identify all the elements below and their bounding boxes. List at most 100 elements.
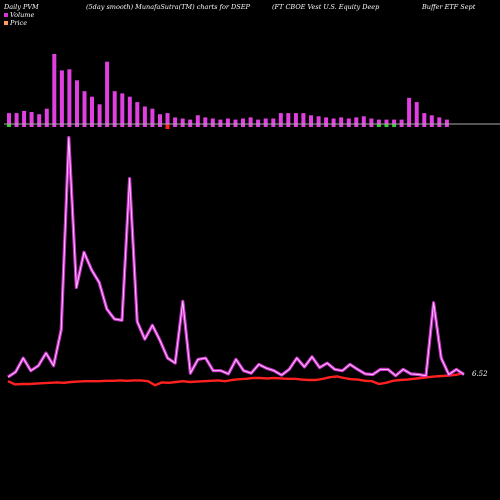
volume-bar-marker [37,124,42,127]
volume-bar-marker [384,124,389,127]
volume-bar [399,119,404,124]
volume-bar [165,113,170,124]
volume-bar [293,113,298,124]
volume-bar-marker [14,124,19,127]
volume-bar [52,54,57,124]
volume-bar-marker [263,124,268,127]
volume-bar-marker [127,124,132,127]
volume-bar [392,119,397,124]
legend-price: Price [4,19,27,27]
pvm-line-highlight [7,137,465,378]
volume-bar-marker [90,124,94,127]
price-series [7,372,464,387]
volume-bar [369,118,374,124]
volume-bar [346,118,351,124]
volume-bar [112,91,117,124]
volume-bar [316,116,321,124]
volume-bar-marker [142,124,147,127]
volume-bar [376,119,381,124]
volume-bar-marker [422,124,427,127]
volume-bar-marker [369,124,374,127]
volume-bar-marker [256,124,261,127]
volume-bar [150,108,155,124]
volume-bar [339,117,344,124]
volume-bar-marker [331,124,336,127]
volume-bar [22,110,27,124]
volume-bar-marker [339,124,344,127]
volume-bar [59,70,64,124]
volume-bar-marker [392,124,397,127]
header-title-2: (5day smooth) MunafaSutra(TM) charts for… [86,3,250,11]
volume-bar [248,117,253,124]
volume-bar-marker [188,124,193,127]
volume-bar-marker [293,124,298,127]
volume-bar-marker [97,124,102,127]
volume-bar-marker [67,124,72,127]
pvm-line [7,136,465,379]
volume-bar [75,80,79,125]
volume-bar [158,114,162,124]
header-title-4: Buffer ETF Sept [422,3,476,11]
volume-bar [67,69,72,124]
volume-bar [407,97,412,125]
volume-bar [203,117,208,124]
volume-bar [309,115,313,125]
volume-bar [173,117,178,124]
header-title-1: Daily PVM [4,3,39,11]
volume-bar-marker [376,124,381,127]
volume-bar-marker [361,124,366,127]
volume-bar-marker [120,124,125,127]
volume-bar [233,119,238,124]
volume-bar-marker [59,124,64,127]
volume-bar-marker [271,124,276,127]
volume-bar [271,118,276,124]
volume-bar [354,117,359,124]
volume-bar [135,102,140,124]
volume-bar [218,119,223,124]
volume-bar-marker [225,124,230,127]
volume-bar-marker [437,124,442,127]
volume-bar-marker [22,124,27,127]
volume-bar-marker [203,124,208,127]
volume-bar [263,118,268,124]
volume-bar-marker [241,124,245,127]
price-line [7,372,464,387]
volume-bar-marker [346,124,351,127]
pvm-series [7,136,465,379]
volume-bar-marker [278,124,283,127]
volume-bar [286,113,291,124]
volume-bar [180,118,185,124]
volume-bar-marker [150,124,155,127]
volume-bar [278,113,283,124]
volume-bar [301,113,306,124]
legend-volume-swatch [4,13,8,17]
volume-bar-marker [7,124,11,127]
volume-bar-marker [135,124,140,127]
volume-bar-marker [444,124,449,127]
volume-bar [97,104,102,124]
legend-volume-label: Volume [10,11,35,19]
volume-bar-marker [105,124,110,127]
volume-bar [414,102,419,124]
volume-bar-marker [180,124,185,127]
volume-bar-marker [233,124,238,127]
volume-bar [127,96,132,124]
volume-bar-marker [316,124,321,127]
volume-bar-marker [158,124,162,127]
volume-bar [195,115,200,125]
volume-bar [14,113,19,124]
volume-bar-marker [165,124,170,129]
legend-price-swatch [4,21,8,25]
volume-bar-marker [195,124,200,127]
volume-bar [44,108,49,124]
volume-bar [422,113,427,124]
last-value-label: 6.52 [472,370,488,378]
volume-bar [29,112,34,124]
volume-bar [256,119,261,124]
header-title-3: (FT CBOE Vest U.S. Equity Deep [272,3,380,11]
volume-bar [225,118,230,124]
legend-price-label: Price [10,19,28,27]
volume-bar [361,116,366,124]
